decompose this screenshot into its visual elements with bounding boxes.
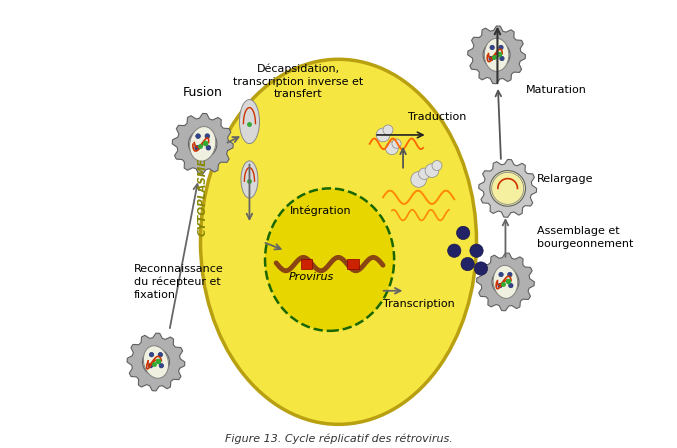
- Circle shape: [499, 272, 503, 277]
- Circle shape: [376, 128, 390, 142]
- Ellipse shape: [492, 172, 524, 204]
- Circle shape: [461, 258, 475, 271]
- Circle shape: [490, 171, 525, 206]
- Circle shape: [206, 146, 211, 150]
- Circle shape: [425, 164, 439, 177]
- Polygon shape: [468, 26, 525, 84]
- Ellipse shape: [200, 59, 477, 424]
- Bar: [347, 259, 359, 269]
- Circle shape: [500, 56, 504, 60]
- Circle shape: [205, 134, 210, 138]
- Circle shape: [492, 268, 519, 295]
- Circle shape: [498, 283, 502, 288]
- Text: Relargage: Relargage: [537, 174, 593, 185]
- Circle shape: [508, 283, 513, 288]
- Text: Reconnaissance
du récepteur et
fixation: Reconnaissance du récepteur et fixation: [133, 264, 223, 300]
- Text: Fusion: Fusion: [183, 86, 223, 99]
- Polygon shape: [477, 253, 534, 311]
- Text: Provirus: Provirus: [289, 272, 334, 282]
- Polygon shape: [479, 159, 537, 217]
- Ellipse shape: [493, 265, 518, 298]
- Circle shape: [196, 134, 200, 138]
- Text: Décapsidation,
transcription inverse et
transfert: Décapsidation, transcription inverse et …: [234, 64, 364, 99]
- Circle shape: [432, 160, 442, 171]
- Text: CYTOPLASME: CYTOPLASME: [198, 158, 208, 237]
- Circle shape: [158, 353, 162, 357]
- Circle shape: [499, 45, 503, 50]
- Ellipse shape: [144, 346, 169, 378]
- Circle shape: [150, 353, 154, 357]
- Text: Figure 13. Cycle réplicatif des rétrovirus.: Figure 13. Cycle réplicatif des rétrovir…: [225, 434, 452, 444]
- Circle shape: [383, 125, 393, 135]
- Circle shape: [489, 56, 494, 60]
- Polygon shape: [240, 99, 259, 144]
- Bar: [301, 259, 312, 269]
- Ellipse shape: [265, 188, 394, 331]
- Polygon shape: [241, 161, 258, 198]
- Text: Assemblage et
bourgeonnement: Assemblage et bourgeonnement: [537, 226, 633, 249]
- Circle shape: [195, 146, 199, 150]
- Circle shape: [456, 226, 470, 240]
- Circle shape: [447, 244, 461, 258]
- Circle shape: [418, 168, 430, 180]
- Text: Intégration: Intégration: [290, 205, 351, 216]
- Text: Transcription: Transcription: [383, 299, 455, 309]
- Text: Traduction: Traduction: [408, 112, 466, 122]
- Circle shape: [483, 41, 510, 68]
- Circle shape: [142, 349, 169, 375]
- Circle shape: [411, 172, 427, 187]
- Polygon shape: [127, 333, 185, 391]
- Circle shape: [490, 45, 494, 50]
- Polygon shape: [172, 113, 233, 174]
- Circle shape: [392, 139, 401, 148]
- Text: Maturation: Maturation: [525, 86, 586, 95]
- Ellipse shape: [190, 126, 216, 161]
- Circle shape: [148, 363, 153, 368]
- Circle shape: [508, 272, 512, 277]
- Circle shape: [475, 262, 487, 275]
- Circle shape: [188, 129, 217, 158]
- Circle shape: [159, 363, 164, 368]
- Ellipse shape: [484, 38, 509, 71]
- Circle shape: [386, 142, 398, 155]
- Circle shape: [470, 244, 483, 258]
